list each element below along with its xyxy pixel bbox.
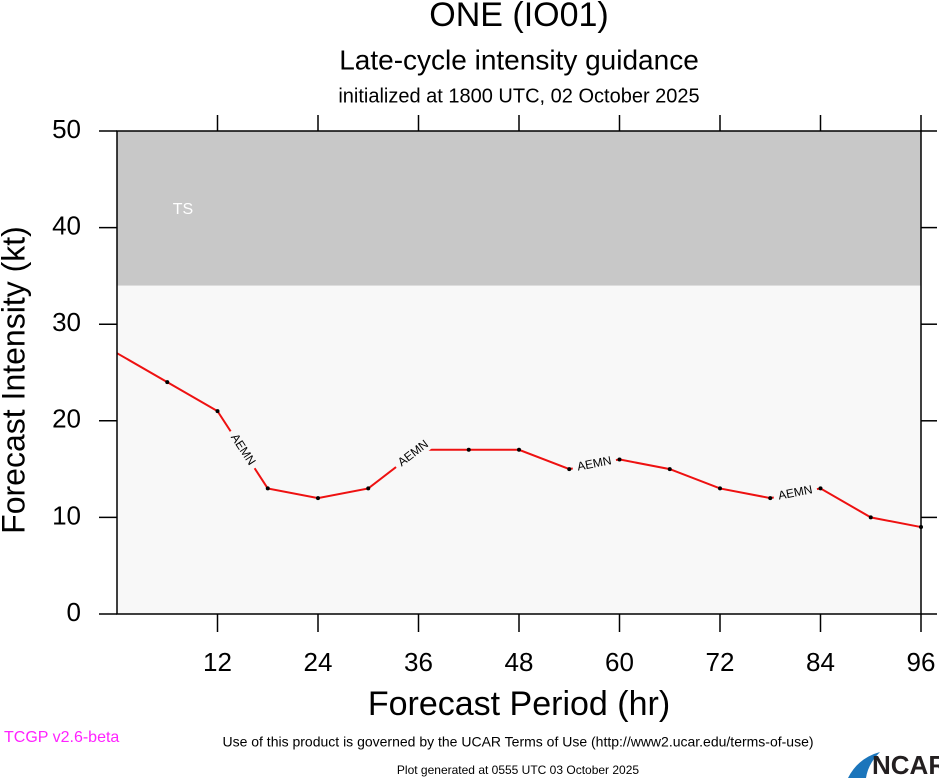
- x-tick-label: 48: [505, 647, 534, 677]
- init-time: initialized at 1800 UTC, 02 October 2025: [338, 85, 699, 107]
- x-tick-label: 72: [706, 647, 735, 677]
- point: [868, 515, 873, 520]
- line-label: AEMN: [772, 482, 819, 505]
- point: [165, 380, 170, 385]
- chart-subtitle: Late-cycle intensity guidance: [339, 44, 699, 75]
- x-axis-label: Forecast Period (hr): [368, 685, 670, 723]
- point: [667, 467, 672, 472]
- point: [768, 496, 773, 501]
- line-label-gap: [391, 434, 436, 473]
- x-tick-label: 96: [907, 647, 936, 677]
- series-label: AEMN: [576, 453, 613, 473]
- point: [265, 486, 270, 491]
- point: [818, 486, 823, 491]
- intensity-band: [117, 131, 921, 286]
- line-label-gap: [571, 453, 618, 476]
- y-tick-label: 50: [52, 114, 81, 144]
- y-axis-label: Forecast Intensity (kt): [0, 226, 31, 534]
- x-tick-label: 36: [404, 647, 433, 677]
- x-tick-label: 12: [203, 647, 232, 677]
- y-tick-label: 0: [67, 597, 81, 627]
- point: [517, 447, 521, 452]
- point: [718, 486, 722, 491]
- y-tick-label: 20: [52, 404, 81, 434]
- logo-text: NCAR: [872, 750, 939, 780]
- point: [567, 467, 572, 472]
- line-label: AEMN: [571, 453, 618, 476]
- logo: NCAR: [848, 750, 939, 780]
- series-label: AEMN: [777, 482, 814, 502]
- generated: Plot generated at 0555 UTC 03 October 20…: [397, 763, 639, 777]
- y-tick-label: 40: [52, 210, 81, 240]
- y-tick-label: 10: [52, 500, 81, 530]
- point: [466, 447, 471, 452]
- line-label-gap: [224, 427, 261, 473]
- band-label: TS: [173, 201, 193, 218]
- point: [316, 496, 320, 501]
- terms: Use of this product is governed by the U…: [222, 734, 813, 750]
- point: [215, 409, 220, 414]
- x-tick-label: 84: [806, 647, 835, 677]
- y-tick-label: 30: [52, 307, 81, 337]
- version: TCGP v2.6-beta: [4, 729, 119, 746]
- x-tick-label: 24: [304, 647, 333, 677]
- chart-title: ONE (IO01): [429, 0, 608, 34]
- x-tick-label: 60: [605, 647, 634, 677]
- point: [366, 486, 371, 491]
- line-label-gap: [772, 482, 819, 505]
- point: [617, 457, 622, 462]
